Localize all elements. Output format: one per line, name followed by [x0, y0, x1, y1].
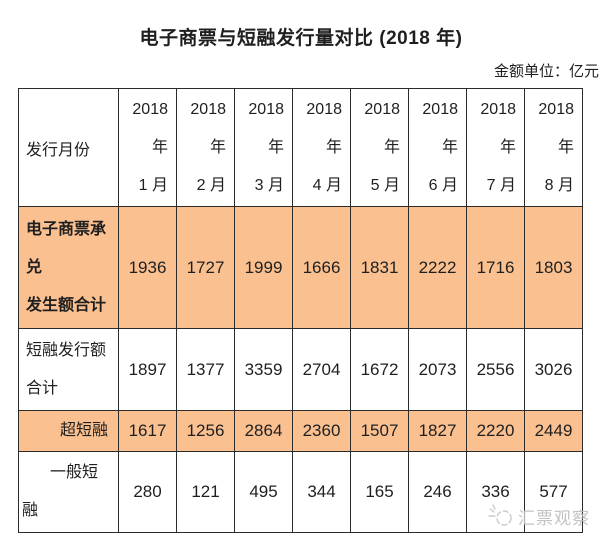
table-row-general-short-financing: 一般短 融 280 121 495 344 165 246 336 577	[18, 451, 583, 533]
value-cell: 1617	[118, 410, 177, 452]
value-cell: 1256	[176, 410, 235, 452]
value-cell: 246	[408, 451, 467, 533]
table-row-short-financing-total: 短融发行额 合计 1897 1377 3359 2704 1672 2073 2…	[18, 328, 583, 411]
value-cell: 165	[350, 451, 409, 533]
value-cell: 1377	[176, 328, 235, 411]
value-cell: 577	[524, 451, 583, 533]
month-header: 2018 年 1 月	[118, 88, 177, 207]
value-cell: 1803	[524, 206, 583, 329]
value-cell: 1672	[350, 328, 409, 411]
row-label: 电子商票承 兑 发生额合计	[18, 206, 119, 329]
value-cell: 1831	[350, 206, 409, 329]
table-row-ecommercial-acceptance: 电子商票承 兑 发生额合计 1936 1727 1999 1666 1831 2…	[18, 206, 583, 329]
month-header: 2018 年 6 月	[408, 88, 467, 207]
value-cell: 2220	[466, 410, 525, 452]
value-cell: 1999	[234, 206, 293, 329]
row-label: 一般短 融	[18, 451, 119, 533]
value-cell: 2449	[524, 410, 583, 452]
unit-note: 金额单位：亿元	[493, 63, 599, 80]
value-cell: 3026	[524, 328, 583, 411]
month-header: 2018 年 8 月	[524, 88, 583, 207]
month-header: 2018 年 2 月	[176, 88, 235, 207]
value-cell: 1666	[292, 206, 351, 329]
corner-label: 发行月份	[18, 88, 119, 207]
row-label: 超短融	[18, 410, 119, 452]
value-cell: 2222	[408, 206, 467, 329]
page-title: 电子商票与短融发行量对比 (2018 年)	[139, 28, 463, 49]
month-header: 2018 年 7 月	[466, 88, 525, 207]
month-header: 2018 年 3 月	[234, 88, 293, 207]
value-cell: 2864	[234, 410, 293, 452]
value-cell: 1936	[118, 206, 177, 329]
value-cell: 344	[292, 451, 351, 533]
value-cell: 280	[118, 451, 177, 533]
value-cell: 495	[234, 451, 293, 533]
value-cell: 2556	[466, 328, 525, 411]
row-label: 短融发行额 合计	[18, 328, 119, 411]
value-cell: 3359	[234, 328, 293, 411]
value-cell: 1897	[118, 328, 177, 411]
value-cell: 1716	[466, 206, 525, 329]
table-row-ultra-short-financing: 超短融 1617 1256 2864 2360 1507 1827 2220 2…	[18, 410, 583, 452]
value-cell: 1727	[176, 206, 235, 329]
value-cell: 2704	[292, 328, 351, 411]
comparison-table: 发行月份 2018 年 1 月 2018 年 2 月 2018 年 3 月 20…	[18, 88, 583, 533]
header-row: 发行月份 2018 年 1 月 2018 年 2 月 2018 年 3 月 20…	[18, 88, 583, 207]
value-cell: 121	[176, 451, 235, 533]
month-header: 2018 年 4 月	[292, 88, 351, 207]
value-cell: 2360	[292, 410, 351, 452]
value-cell: 2073	[408, 328, 467, 411]
value-cell: 1507	[350, 410, 409, 452]
value-cell: 1827	[408, 410, 467, 452]
month-header: 2018 年 5 月	[350, 88, 409, 207]
value-cell: 336	[466, 451, 525, 533]
